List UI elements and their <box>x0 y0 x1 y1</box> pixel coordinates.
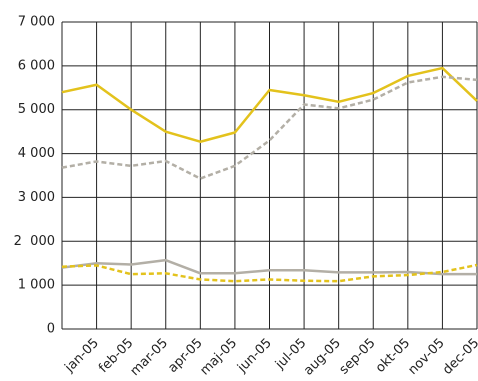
x-tick-label: jan-05 <box>62 336 102 376</box>
y-tick-label: 0 <box>47 322 55 337</box>
x-tick-label: dec-05 <box>440 336 478 378</box>
series-line <box>61 66 478 143</box>
y-tick-label: 1 000 <box>18 278 55 293</box>
x-tick-label: jun-05 <box>234 336 275 377</box>
y-tick-label: 5 000 <box>18 102 55 117</box>
series-line <box>61 258 477 276</box>
y-tick-label: 3 000 <box>18 190 55 205</box>
x-tick-label: aug-05 <box>301 336 344 379</box>
series-line <box>61 263 478 283</box>
x-tick-label: mar-05 <box>128 336 171 379</box>
y-tick-label: 6 000 <box>18 58 55 73</box>
y-tick-label: 4 000 <box>18 146 55 161</box>
y-tick-label: 2 000 <box>14 234 55 249</box>
x-tick-label: maj-05 <box>197 336 240 379</box>
x-tick-label: sep-05 <box>337 336 379 378</box>
x-tick-label: nov-05 <box>405 336 447 378</box>
y-tick-label: 7 000 <box>18 15 55 30</box>
